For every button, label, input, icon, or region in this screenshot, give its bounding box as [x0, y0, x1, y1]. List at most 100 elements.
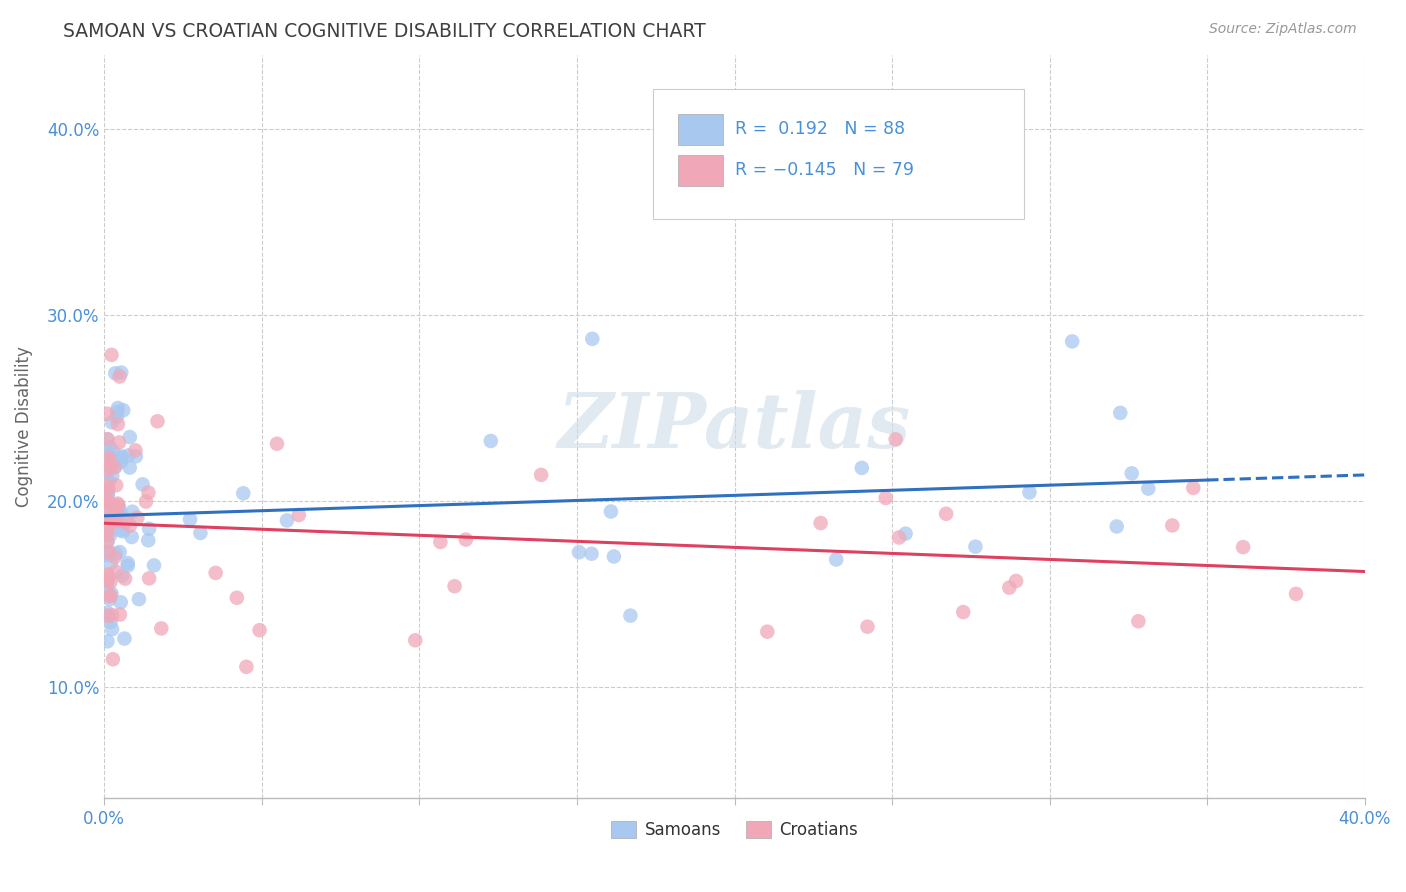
Point: [138, 522, 160, 536]
Point: [98, 450, 121, 465]
Point: [101, 622, 124, 636]
Point: [581, 547, 603, 561]
Point: [97, 548, 120, 562]
Point: [108, 435, 131, 450]
Point: [887, 531, 910, 545]
Point: [110, 507, 132, 521]
Point: [105, 504, 128, 518]
Point: [127, 510, 149, 524]
Point: [101, 652, 124, 666]
Point: [117, 558, 139, 573]
Y-axis label: Cognitive Disability: Cognitive Disability: [15, 346, 32, 507]
Point: [96, 467, 118, 481]
Point: [136, 533, 159, 548]
Point: [107, 497, 129, 511]
Point: [603, 549, 626, 564]
Point: [100, 497, 122, 511]
Point: [121, 530, 143, 544]
Point: [124, 443, 146, 458]
Point: [884, 433, 907, 447]
Point: [108, 607, 131, 622]
Point: [1137, 482, 1160, 496]
Point: [103, 460, 125, 475]
Point: [101, 469, 124, 483]
Point: [276, 513, 298, 527]
Point: [810, 516, 832, 530]
Point: [249, 623, 271, 637]
Point: [107, 502, 129, 516]
Point: [108, 545, 131, 559]
Text: ZIPatlas: ZIPatlas: [558, 390, 911, 464]
Point: [100, 615, 122, 629]
Point: [105, 409, 128, 424]
Point: [111, 569, 134, 583]
Point: [114, 572, 136, 586]
Point: [105, 405, 128, 419]
Point: [96, 574, 118, 589]
Point: [104, 366, 127, 380]
FancyBboxPatch shape: [678, 154, 723, 186]
Point: [96, 534, 118, 549]
Point: [875, 491, 897, 505]
Point: [103, 507, 125, 521]
Point: [1182, 481, 1205, 495]
Point: [101, 415, 124, 429]
Point: [107, 417, 129, 431]
Point: [96, 573, 118, 587]
Point: [108, 500, 131, 515]
Point: [454, 533, 477, 547]
Point: [101, 444, 124, 458]
Point: [107, 401, 129, 415]
Point: [112, 403, 135, 417]
Point: [96, 522, 118, 536]
Text: Source: ZipAtlas.com: Source: ZipAtlas.com: [1209, 22, 1357, 37]
Point: [429, 535, 451, 549]
Legend: Samoans, Croatians: Samoans, Croatians: [605, 814, 865, 846]
Point: [894, 526, 917, 541]
Point: [479, 434, 502, 448]
Point: [581, 332, 603, 346]
Point: [101, 608, 124, 623]
Point: [96, 464, 118, 478]
Point: [138, 571, 160, 585]
Point: [190, 526, 212, 541]
Point: [443, 579, 465, 593]
Point: [150, 622, 173, 636]
Point: [100, 459, 122, 474]
Point: [110, 595, 132, 609]
Point: [135, 494, 157, 508]
Point: [107, 508, 129, 523]
Point: [96, 608, 118, 623]
Point: [97, 487, 120, 501]
Point: [108, 369, 131, 384]
Point: [179, 512, 201, 526]
Text: R = −0.145   N = 79: R = −0.145 N = 79: [734, 161, 914, 179]
Point: [100, 574, 122, 589]
Point: [96, 523, 118, 537]
Point: [1121, 467, 1143, 481]
Point: [856, 620, 879, 634]
Point: [121, 505, 143, 519]
Point: [118, 518, 141, 533]
Point: [288, 508, 311, 522]
Point: [96, 445, 118, 459]
Point: [952, 605, 974, 619]
Point: [1005, 574, 1028, 588]
FancyBboxPatch shape: [652, 88, 1025, 219]
Point: [96, 546, 118, 560]
Point: [110, 455, 132, 469]
Point: [204, 566, 226, 580]
Point: [1128, 614, 1150, 628]
Point: [104, 499, 127, 513]
Point: [998, 581, 1021, 595]
Point: [118, 430, 141, 444]
Point: [1285, 587, 1308, 601]
Point: [138, 485, 160, 500]
Point: [235, 660, 257, 674]
Point: [110, 366, 132, 380]
Point: [97, 545, 120, 559]
Point: [104, 460, 127, 475]
Point: [96, 433, 118, 447]
Point: [96, 534, 118, 549]
Point: [96, 508, 118, 522]
